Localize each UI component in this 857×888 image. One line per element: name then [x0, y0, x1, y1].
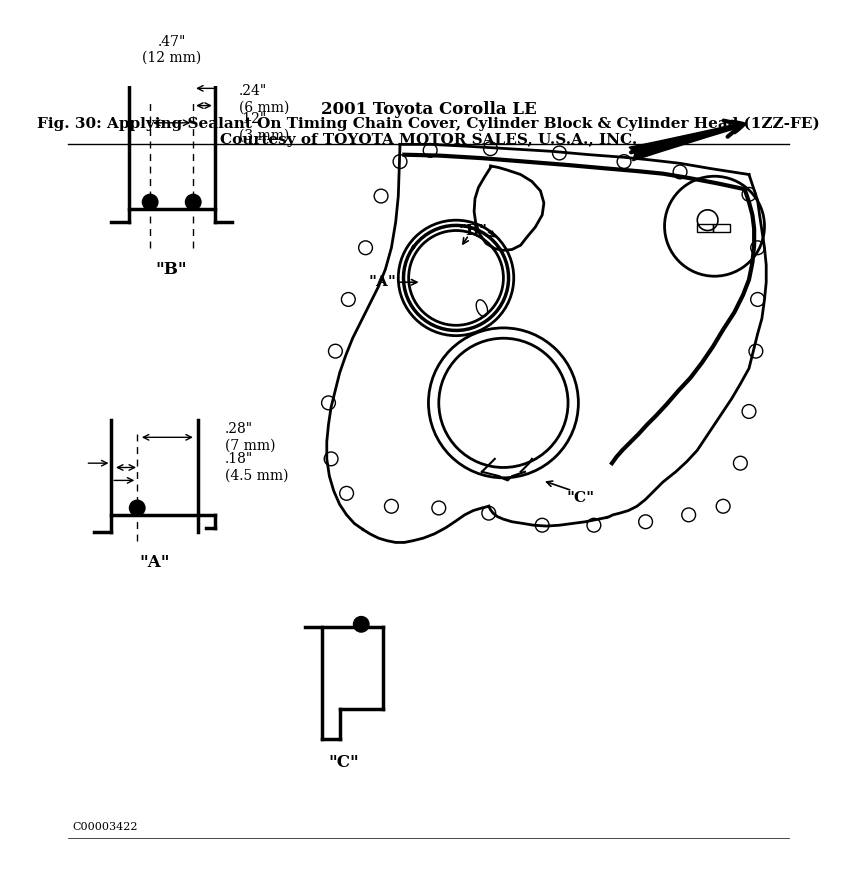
Circle shape — [185, 194, 201, 210]
Text: 2001 Toyota Corolla LE: 2001 Toyota Corolla LE — [321, 101, 536, 118]
Text: "C": "C" — [328, 755, 359, 772]
Text: "C": "C" — [566, 491, 595, 504]
Text: .28"
(7 mm): .28" (7 mm) — [225, 422, 276, 452]
Text: .24"
(6 mm): .24" (6 mm) — [239, 84, 290, 115]
Text: Fig. 30: Applying Sealant On Timing Chain Cover, Cylinder Block & Cylinder Head : Fig. 30: Applying Sealant On Timing Chai… — [37, 117, 820, 131]
Text: "B": "B" — [156, 261, 188, 278]
Text: .12"
(3 mm): .12" (3 mm) — [239, 112, 290, 142]
Text: "A": "A" — [369, 275, 397, 289]
Text: Courtesy of TOYOTA MOTOR SALES, U.S.A., INC.: Courtesy of TOYOTA MOTOR SALES, U.S.A., … — [220, 133, 637, 147]
Text: .47"
(12 mm): .47" (12 mm) — [142, 35, 201, 65]
Text: C00003422: C00003422 — [73, 822, 138, 832]
Text: "A": "A" — [139, 553, 170, 571]
Circle shape — [353, 616, 369, 632]
Text: .18"
(4.5 mm): .18" (4.5 mm) — [225, 452, 289, 482]
Text: "B": "B" — [458, 224, 488, 237]
Circle shape — [142, 194, 158, 210]
Circle shape — [129, 500, 145, 516]
